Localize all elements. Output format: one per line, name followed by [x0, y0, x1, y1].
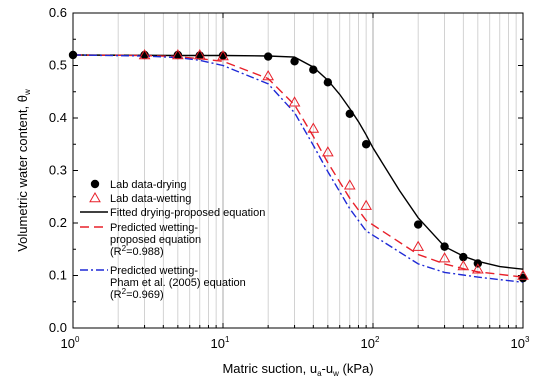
legend-marker-wetting — [89, 191, 101, 203]
data-point-drying — [413, 220, 423, 229]
grid-layer — [117, 13, 517, 328]
data-point-drying — [218, 51, 228, 60]
data-point-drying — [323, 78, 333, 87]
x-tick-label: 103 — [511, 335, 530, 351]
y-tick-label: 0.1 — [49, 268, 67, 283]
legend-label: Predicted wetting- — [110, 222, 198, 234]
legend-label: proposed equation — [110, 234, 201, 246]
data-point-drying — [68, 50, 78, 60]
legend-label: (R2=0.969) — [110, 287, 164, 301]
data-point-wetting — [360, 199, 372, 210]
data-point-wetting — [193, 48, 206, 60]
data-point-drying — [459, 252, 468, 262]
series-layer — [68, 48, 529, 283]
data-point-wetting — [307, 122, 320, 133]
data-point-drying — [361, 140, 371, 149]
data-point-wetting — [288, 96, 301, 107]
data-point-wetting — [138, 48, 151, 60]
series-line-3 — [72, 54, 524, 278]
data-point-wetting — [343, 179, 356, 190]
axis-titles: Matric suction, ua-uw (kPa) Volumetric wa… — [15, 89, 374, 378]
x-tick-label: 100 — [61, 335, 80, 351]
data-point-drying — [263, 52, 273, 61]
x-tick-label: 102 — [361, 335, 380, 351]
data-point-drying — [440, 242, 449, 251]
y-tick-label: 0.4 — [49, 110, 67, 125]
legend: Lab data-drying Lab data-wetting Fitted dr… — [80, 179, 265, 301]
legend-label: Fitted drying-proposed equation — [110, 207, 265, 219]
legend-marker-drying — [90, 179, 100, 189]
data-point-wetting — [217, 50, 229, 61]
legend-label: Pham et al. (2005) equation — [110, 277, 246, 289]
data-point-drying — [309, 65, 318, 74]
legend-label: Lab data-wetting — [110, 193, 191, 205]
data-point-wetting — [517, 269, 529, 280]
x-tick-label: 101 — [211, 335, 230, 351]
data-point-wetting — [457, 260, 470, 271]
axis-layer: 0.0 0.1 0.2 0.3 0.4 0.5 0.6 100 101 102 103 — [49, 5, 530, 351]
y-axis-title: Volumetric water content, θw — [15, 89, 32, 252]
y-tick-label: 0.2 — [49, 215, 67, 230]
x-axis-title: Matric suction, ua-uw (kPa) — [222, 361, 373, 378]
data-point-wetting — [321, 146, 334, 157]
data-point-wetting — [471, 263, 484, 274]
legend-label: Predicted wetting- — [110, 265, 198, 277]
data-point-wetting — [171, 48, 184, 60]
data-point-drying — [518, 273, 528, 283]
data-point-drying — [345, 109, 354, 119]
y-tick-label: 0.6 — [49, 5, 67, 20]
data-point-wetting — [412, 240, 425, 251]
data-point-wetting — [438, 252, 451, 263]
y-tick-label: 0.0 — [49, 320, 67, 335]
y-tick-label: 0.3 — [49, 163, 67, 178]
legend-label: Lab data-drying — [110, 179, 186, 191]
y-tick-label: 0.5 — [49, 58, 67, 73]
data-point-wetting — [262, 69, 275, 81]
data-point-drying — [290, 57, 299, 66]
series-line-4 — [72, 54, 524, 283]
legend-label: (R2=0.988) — [110, 244, 164, 258]
